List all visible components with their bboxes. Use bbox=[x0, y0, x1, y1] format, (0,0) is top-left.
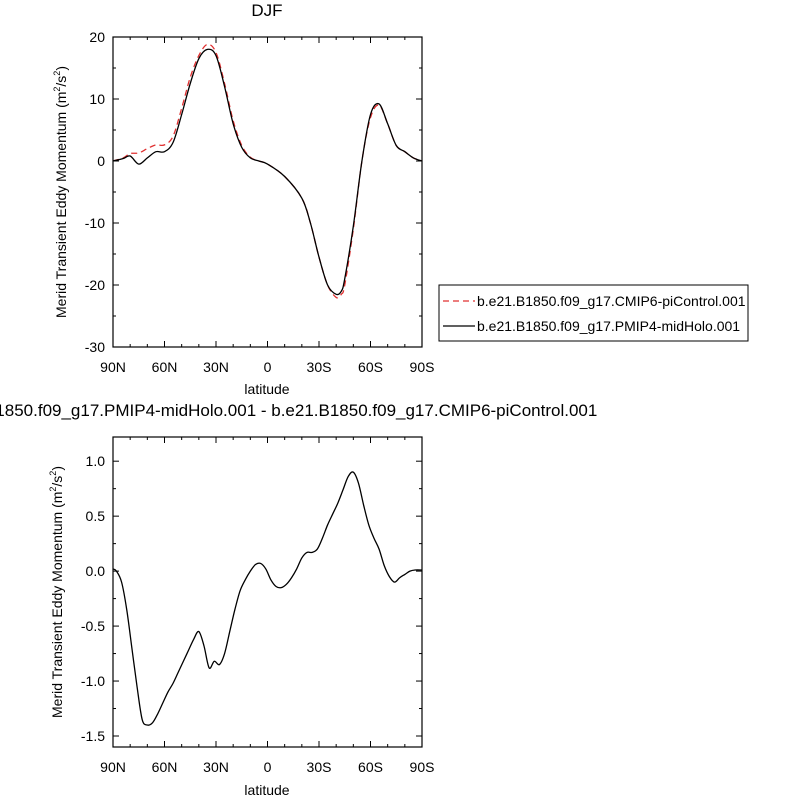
top-series-line-0 bbox=[112, 43, 423, 299]
top-x-tick-label: 0 bbox=[264, 359, 272, 375]
top-panel: DJF 90N 60N 30N 0 30S 60S 90S -30 -20 -10 0 10 20 l… bbox=[52, 1, 749, 397]
top-y-tick-label: -30 bbox=[85, 339, 105, 355]
top-y-axis-label: Merid Transient Eddy Momentum (m2/s2) bbox=[52, 66, 69, 318]
bottom-y-tick-label: 0.0 bbox=[86, 563, 106, 579]
top-y-tick-label: 0 bbox=[97, 153, 105, 169]
bottom-x-tick-label: 90N bbox=[100, 759, 126, 775]
bottom-series-line-0 bbox=[112, 471, 423, 726]
top-y-tick-label: 20 bbox=[89, 29, 105, 45]
bottom-x-axis: 90N 60N 30N 0 30S 60S 90S bbox=[100, 437, 434, 775]
top-legend: b.e21.B1850.f09_g17.CMIP6-piControl.001 … bbox=[438, 284, 749, 342]
bottom-plot-area bbox=[112, 471, 423, 726]
legend-box bbox=[438, 284, 749, 342]
legend-label-midholo: b.e21.B1850.f09_g17.PMIP4-midHolo.001 bbox=[477, 318, 740, 334]
bottom-plot-frame bbox=[112, 436, 423, 748]
top-y-tick-label: 10 bbox=[89, 91, 105, 107]
top-x-axis: 90N 60N 30N 0 30S 60S 90S bbox=[100, 37, 434, 375]
bottom-x-tick-label: 30N bbox=[203, 759, 229, 775]
top-x-tick-label: 60N bbox=[152, 359, 178, 375]
top-y-axis: -30 -20 -10 0 10 20 bbox=[85, 29, 422, 355]
bottom-y-axis-label: Merid Transient Eddy Momentum (m2/s2) bbox=[48, 466, 65, 718]
top-y-tick-label: -20 bbox=[85, 277, 105, 293]
bottom-title: b.e21.B1850.f09_g17.PMIP4-midHolo.001 - … bbox=[0, 401, 597, 420]
bottom-y-tick-label: 0.5 bbox=[86, 508, 106, 524]
top-x-tick-label: 60S bbox=[358, 359, 383, 375]
top-x-axis-label: latitude bbox=[244, 381, 289, 397]
top-plot-frame bbox=[112, 36, 423, 348]
bottom-y-tick-label: -1.5 bbox=[81, 728, 105, 744]
top-x-tick-label: 30N bbox=[203, 359, 229, 375]
top-x-tick-label: 90S bbox=[410, 359, 435, 375]
bottom-y-tick-label: -1.0 bbox=[81, 673, 105, 689]
bottom-x-tick-label: 60S bbox=[358, 759, 383, 775]
top-x-tick-label: 90N bbox=[100, 359, 126, 375]
bottom-y-axis: -1.5 -1.0 -0.5 0.0 0.5 1.0 bbox=[81, 453, 422, 744]
bottom-x-tick-label: 30S bbox=[307, 759, 332, 775]
bottom-x-tick-label: 0 bbox=[264, 759, 272, 775]
legend-label-picontrol: b.e21.B1850.f09_g17.CMIP6-piControl.001 bbox=[477, 293, 746, 309]
top-series-line-1 bbox=[112, 48, 423, 296]
top-title: DJF bbox=[251, 1, 282, 20]
top-y-tick-label: -10 bbox=[85, 215, 105, 231]
bottom-y-tick-label: -0.5 bbox=[81, 618, 105, 634]
bottom-x-tick-label: 90S bbox=[410, 759, 435, 775]
bottom-x-tick-label: 60N bbox=[152, 759, 178, 775]
bottom-panel: b.e21.B1850.f09_g17.PMIP4-midHolo.001 - … bbox=[0, 401, 597, 798]
top-x-tick-label: 30S bbox=[307, 359, 332, 375]
top-plot-area bbox=[112, 43, 423, 299]
bottom-x-axis-label: latitude bbox=[244, 782, 289, 798]
bottom-y-tick-label: 1.0 bbox=[86, 453, 106, 469]
